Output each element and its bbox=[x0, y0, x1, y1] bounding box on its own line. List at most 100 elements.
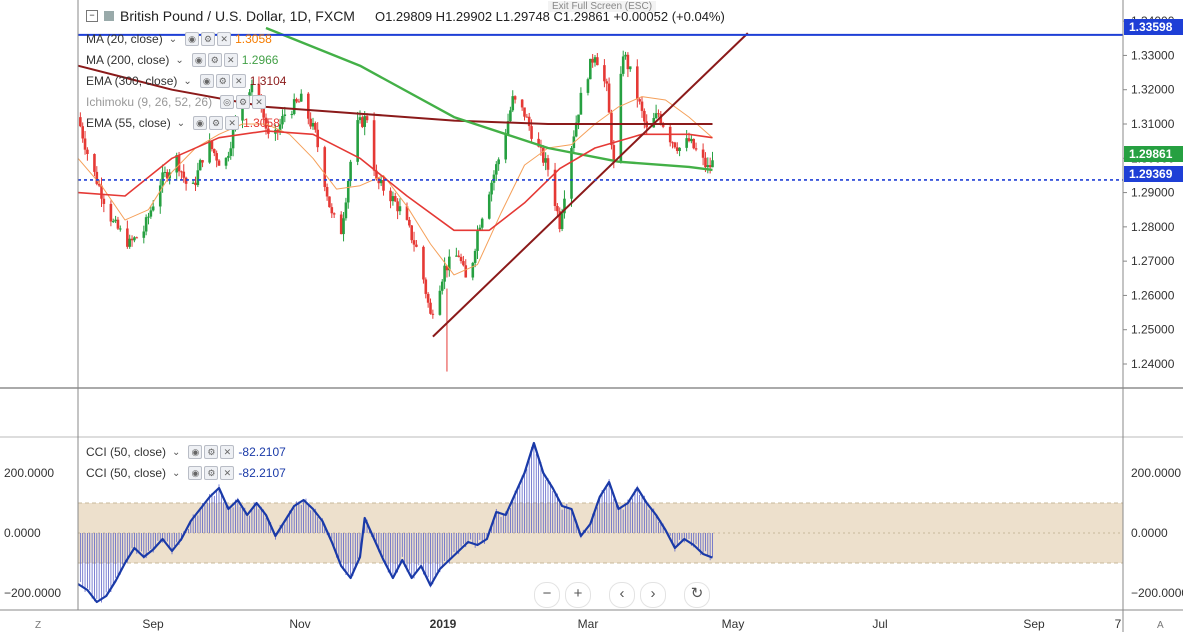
exit-fullscreen-button[interactable]: Exit Full Screen (ESC) bbox=[548, 1, 657, 12]
close-icon[interactable]: ✕ bbox=[225, 116, 240, 130]
candle-body bbox=[119, 228, 122, 230]
cci-layer bbox=[77, 441, 713, 604]
eye-icon[interactable]: ◉ bbox=[188, 445, 203, 459]
zoom-out-button[interactable]: − bbox=[534, 582, 560, 608]
chevron-down-icon[interactable]: ⌄ bbox=[168, 33, 178, 45]
chevron-down-icon[interactable]: ⌄ bbox=[183, 75, 192, 87]
scroll-forward-button[interactable]: › bbox=[640, 582, 666, 608]
eye-icon[interactable]: ◉ bbox=[185, 32, 200, 46]
close-icon[interactable]: ✕ bbox=[217, 32, 232, 46]
candle-body bbox=[292, 99, 296, 114]
close-icon[interactable]: ✕ bbox=[223, 53, 238, 67]
close-icon[interactable]: ✕ bbox=[220, 445, 235, 459]
cci-tick-label-left: 200.0000 bbox=[4, 466, 54, 480]
indicator-value: 1.3058 bbox=[243, 116, 280, 130]
zoom-in-button[interactable]: + bbox=[565, 582, 591, 608]
gear-icon[interactable]: ⚙ bbox=[215, 74, 230, 88]
chevron-down-icon[interactable]: ⌄ bbox=[175, 54, 184, 66]
timezone-button[interactable]: Z bbox=[35, 620, 42, 631]
candle-body bbox=[358, 117, 362, 121]
legend-ma20[interactable]: MA (20, close) ⌄ ◉ ⚙ ✕ 1.3058 bbox=[86, 32, 272, 46]
eye-icon[interactable]: ◉ bbox=[188, 466, 203, 480]
chevron-down-icon[interactable]: ⌄ bbox=[172, 467, 181, 479]
candle-body bbox=[116, 219, 120, 229]
eye-icon[interactable]: ◎ bbox=[220, 95, 235, 109]
candle-body bbox=[558, 211, 562, 230]
legend-ma200[interactable]: MA (200, close) ⌄ ◉ ⚙ ✕ 1.2966 bbox=[86, 53, 278, 67]
chevron-down-icon[interactable]: ⌄ bbox=[172, 446, 181, 458]
symbol-flag-icon bbox=[104, 11, 114, 21]
indicator-controls[interactable]: ◉ ⚙ ✕ bbox=[193, 116, 240, 130]
candle-body bbox=[431, 313, 435, 315]
gear-icon[interactable]: ⚙ bbox=[209, 116, 224, 130]
indicator-controls[interactable]: ◉ ⚙ ✕ bbox=[191, 53, 238, 67]
candle-body bbox=[506, 121, 510, 135]
candle-body bbox=[511, 96, 515, 111]
candle-body bbox=[377, 178, 381, 184]
close-icon[interactable]: ✕ bbox=[252, 95, 267, 109]
gear-icon[interactable]: ⚙ bbox=[236, 95, 251, 109]
eye-icon[interactable]: ◉ bbox=[191, 53, 206, 67]
candle-body bbox=[314, 122, 317, 130]
indicator-controls[interactable]: ◎ ⚙ ✕ bbox=[220, 95, 267, 109]
legend-cci-2[interactable]: CCI (50, close) ⌄ ◉ ⚙ ✕ -82.2107 bbox=[86, 466, 286, 480]
indicator-controls[interactable]: ◉ ⚙ ✕ bbox=[188, 445, 235, 459]
legend-cci-1[interactable]: CCI (50, close) ⌄ ◉ ⚙ ✕ -82.2107 bbox=[86, 445, 286, 459]
candle-body bbox=[393, 196, 397, 202]
legend-ichimoku[interactable]: Ichimoku (9, 26, 52, 26) ◎ ⚙ ✕ bbox=[86, 95, 267, 109]
reset-chart-button[interactable]: ↻ bbox=[684, 582, 710, 608]
scroll-back-button[interactable]: ‹ bbox=[609, 582, 635, 608]
candle-body bbox=[654, 113, 658, 119]
candle-body bbox=[182, 171, 186, 178]
cci-tick-label-right: −200.0000 bbox=[1131, 586, 1183, 600]
eye-icon[interactable]: ◉ bbox=[199, 74, 214, 88]
candle-body bbox=[487, 194, 491, 219]
candle-body bbox=[262, 106, 265, 118]
candle-body bbox=[497, 159, 500, 165]
indicator-controls[interactable]: ◉ ⚙ ✕ bbox=[188, 466, 235, 480]
price-tick-label: 1.26000 bbox=[1131, 288, 1175, 302]
candle-body bbox=[685, 138, 688, 148]
chevron-down-icon[interactable]: ⌄ bbox=[176, 117, 186, 129]
legend-ema55[interactable]: EMA (55, close) ⌄ ◉ ⚙ ✕ 1.3058 bbox=[86, 116, 280, 130]
time-tick-label: May bbox=[722, 617, 745, 631]
candle-body bbox=[708, 165, 712, 168]
legend-ema300[interactable]: EMA (300, close) ⌄ ◉ ⚙ ✕ 1.3104 bbox=[86, 74, 286, 88]
collapse-icon[interactable]: − bbox=[86, 10, 98, 22]
candle-body bbox=[596, 57, 599, 66]
indicator-label: CCI (50, close) bbox=[86, 445, 167, 459]
gear-icon[interactable]: ⚙ bbox=[204, 466, 219, 480]
candle-body bbox=[478, 227, 482, 230]
candle-body bbox=[201, 160, 204, 163]
close-icon[interactable]: ✕ bbox=[220, 466, 235, 480]
candle-body bbox=[504, 134, 507, 160]
auto-scale-button[interactable]: A bbox=[1157, 620, 1164, 631]
gear-icon[interactable]: ⚙ bbox=[204, 445, 219, 459]
candle-body bbox=[307, 93, 310, 119]
close-icon[interactable]: ✕ bbox=[231, 74, 246, 88]
time-tick-label: 7 bbox=[1115, 617, 1122, 631]
candle-body bbox=[396, 201, 399, 212]
candle-body bbox=[704, 157, 707, 168]
candle-body bbox=[278, 124, 282, 132]
candle-body bbox=[208, 140, 211, 163]
indicator-controls[interactable]: ◉ ⚙ ✕ bbox=[199, 74, 246, 88]
candle-body bbox=[299, 93, 303, 102]
gear-icon[interactable]: ⚙ bbox=[201, 32, 216, 46]
indicator-value: 1.3104 bbox=[249, 74, 287, 88]
candle-body bbox=[375, 170, 378, 179]
eye-icon[interactable]: ◉ bbox=[193, 116, 208, 130]
time-tick-label: Jul bbox=[872, 617, 887, 631]
indicator-controls[interactable]: ◉ ⚙ ✕ bbox=[185, 32, 232, 46]
candle-body bbox=[128, 238, 131, 247]
gear-icon[interactable]: ⚙ bbox=[207, 53, 222, 67]
candle-body bbox=[184, 177, 188, 184]
candle-body bbox=[546, 158, 550, 170]
candle-body bbox=[86, 149, 89, 155]
candle-body bbox=[643, 110, 646, 122]
candle-body bbox=[102, 198, 106, 204]
candle-body bbox=[661, 123, 665, 127]
candle-body bbox=[579, 92, 583, 115]
candle-body bbox=[525, 116, 529, 118]
